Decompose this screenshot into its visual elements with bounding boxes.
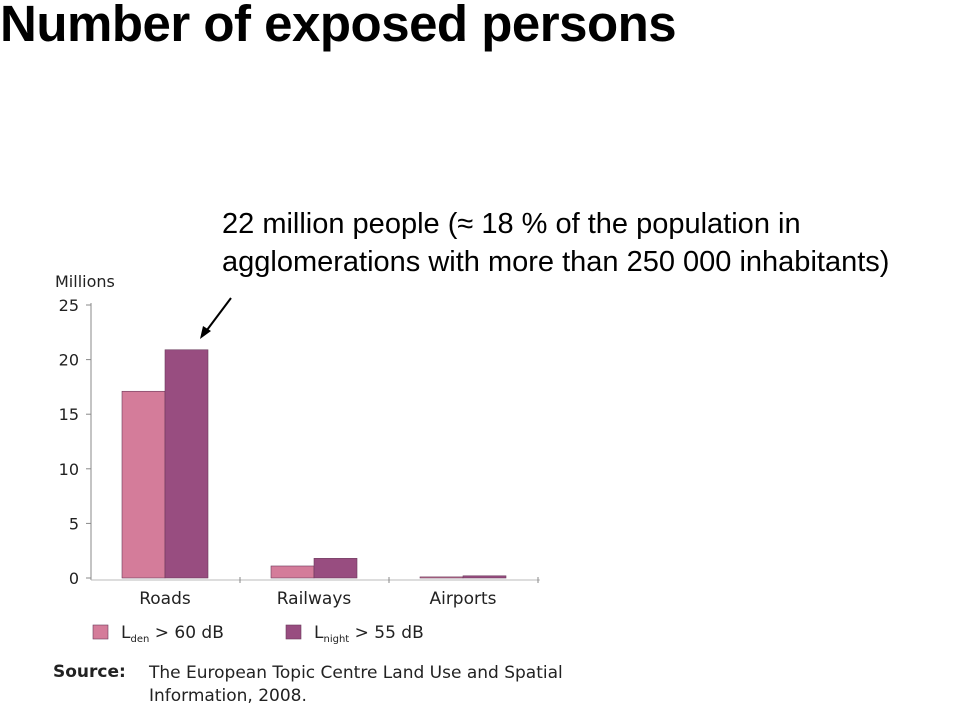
bar-airports-series-1 [419, 576, 464, 579]
annotation-arrow [203, 297, 232, 335]
legend-label: Lnight > 55 dB [314, 623, 424, 645]
source-line-1: The European Topic Centre Land Use and S… [149, 663, 563, 683]
bar-railways-series-2 [313, 558, 358, 579]
y-axis-label: Millions [55, 272, 115, 291]
x-tick-label: Railways [277, 589, 352, 609]
annotation-arrow-head [200, 326, 211, 339]
y-tick-label: 25 [59, 296, 79, 315]
bar-roads-series-1 [121, 390, 166, 579]
annotation-text: 22 million people (≈ 18 % of the populat… [222, 205, 889, 281]
bar-railways-series-1 [270, 565, 315, 579]
slide-title: Number of exposed persons [0, 0, 677, 52]
y-tick-label: 20 [59, 351, 79, 370]
source-line-2: Information, 2008. [149, 686, 307, 706]
y-tick-label: 15 [59, 405, 79, 424]
legend-swatch [92, 624, 109, 640]
x-tick-label: Roads [139, 589, 191, 609]
annotation-line-1: 22 million people (≈ 18 % of the populat… [222, 208, 801, 240]
y-tick-label: 10 [59, 460, 79, 479]
y-tick-label: 0 [69, 569, 79, 588]
annotation-line-2: agglomerations with more than 250 000 in… [222, 246, 890, 278]
legend-label: Lden > 60 dB [121, 623, 224, 645]
y-tick-label: 5 [69, 514, 79, 533]
legend-swatch [285, 624, 302, 640]
bar-airports-series-2 [462, 575, 507, 579]
source-text: The European Topic Centre Land Use and S… [149, 662, 563, 708]
bar-roads-series-2 [164, 349, 209, 579]
source-label: Source: [53, 662, 126, 682]
x-tick-label: Airports [429, 589, 496, 609]
